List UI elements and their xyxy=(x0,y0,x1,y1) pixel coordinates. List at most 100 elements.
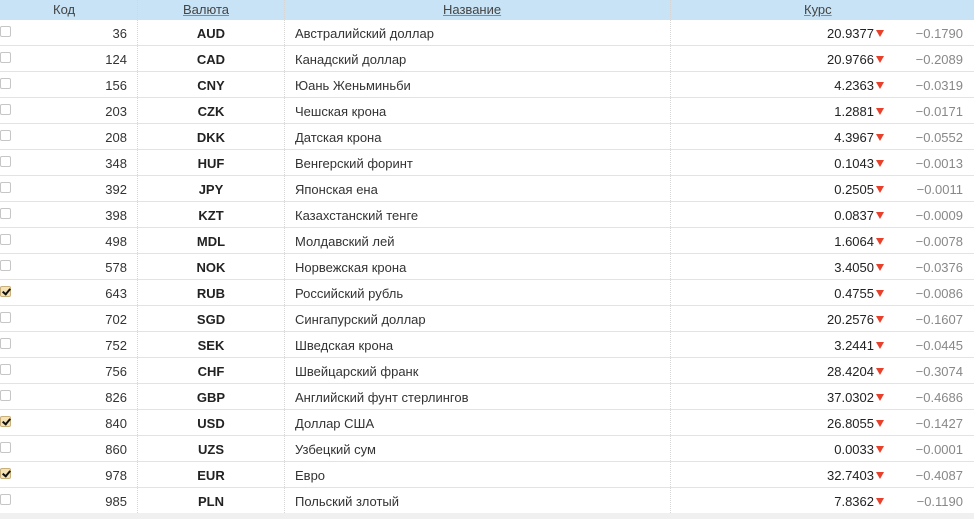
currency-code: 124 xyxy=(105,52,127,67)
currency-symbol: CAD xyxy=(196,52,226,67)
trend-down-icon xyxy=(876,238,884,245)
row-checkbox[interactable] xyxy=(0,130,11,141)
currency-code: 498 xyxy=(105,234,127,249)
table-footer xyxy=(0,513,974,519)
row-checkbox[interactable] xyxy=(0,234,11,245)
trend-down-icon xyxy=(876,498,884,505)
table-row[interactable]: 756 CHF Швейцарский франк 28.4204 −0.3074 xyxy=(0,358,974,384)
row-checkbox[interactable] xyxy=(0,78,11,89)
currency-code: 578 xyxy=(105,260,127,275)
currency-name: Молдавский лей xyxy=(295,234,395,249)
row-checkbox[interactable] xyxy=(0,494,11,505)
currency-code: 36 xyxy=(112,26,127,41)
row-checkbox[interactable] xyxy=(0,52,11,63)
table-row[interactable]: 498 MDL Молдавский лей 1.6064 −0.0078 xyxy=(0,228,974,254)
column-header-currency[interactable]: Валюта xyxy=(183,2,229,17)
currency-name: Японская ена xyxy=(295,182,378,197)
row-checkbox[interactable] xyxy=(0,312,11,323)
exchange-rate: 3.4050 xyxy=(834,260,874,275)
row-checkbox[interactable] xyxy=(0,390,11,401)
currency-name: Венгерский форинт xyxy=(295,156,413,171)
trend-down-icon xyxy=(876,30,884,37)
currency-name: Казахстанский тенге xyxy=(295,208,419,223)
exchange-rate: 20.9377 xyxy=(827,26,874,41)
rate-change: −0.3074 xyxy=(915,364,963,379)
table-row[interactable]: 985 PLN Польский злотый 7.8362 −0.1190 xyxy=(0,488,974,514)
currency-name: Евро xyxy=(295,468,326,483)
currency-code: 826 xyxy=(105,390,127,405)
table-row[interactable]: 156 CNY Юань Женьминьби 4.2363 −0.0319 xyxy=(0,72,974,98)
table-row[interactable]: 840 USD Доллар США 26.8055 −0.1427 xyxy=(0,410,974,436)
currency-name: Шведская крона xyxy=(295,338,394,353)
exchange-rate: 28.4204 xyxy=(827,364,874,379)
exchange-rate: 7.8362 xyxy=(834,494,874,509)
table-row[interactable]: 826 GBP Английский фунт стерлингов 37.0302 −… xyxy=(0,384,974,410)
rate-change: −0.1790 xyxy=(915,26,963,41)
row-checkbox[interactable] xyxy=(0,468,11,479)
row-checkbox[interactable] xyxy=(0,416,11,427)
trend-down-icon xyxy=(876,394,884,401)
column-header-code: Код xyxy=(53,2,76,17)
trend-down-icon xyxy=(876,316,884,323)
rate-change: −0.0078 xyxy=(915,234,963,249)
row-checkbox[interactable] xyxy=(0,156,11,167)
rate-change: −0.1427 xyxy=(915,416,963,431)
currency-symbol: RUB xyxy=(196,286,226,301)
row-checkbox[interactable] xyxy=(0,364,11,375)
table-row[interactable]: 392 JPY Японская ена 0.2505 −0.0011 xyxy=(0,176,974,202)
currency-code: 348 xyxy=(105,156,127,171)
trend-down-icon xyxy=(876,56,884,63)
table-row[interactable]: 860 UZS Узбецкий сум 0.0033 −0.0001 xyxy=(0,436,974,462)
row-checkbox[interactable] xyxy=(0,260,11,271)
currency-symbol: CZK xyxy=(197,104,225,119)
table-row[interactable]: 124 CAD Канадский доллар 20.9766 −0.2089 xyxy=(0,46,974,72)
table-row[interactable]: 752 SEK Шведская крона 3.2441 −0.0445 xyxy=(0,332,974,358)
currency-symbol: SEK xyxy=(197,338,225,353)
row-checkbox[interactable] xyxy=(0,286,11,297)
rate-change: −0.0171 xyxy=(915,104,963,119)
row-checkbox[interactable] xyxy=(0,208,11,219)
trend-down-icon xyxy=(876,290,884,297)
currency-symbol: GBP xyxy=(196,390,226,405)
rate-change: −0.1190 xyxy=(916,494,963,509)
rate-change: −0.1607 xyxy=(915,312,963,327)
table-row[interactable]: 348 HUF Венгерский форинт 0.1043 −0.0013 xyxy=(0,150,974,176)
exchange-rate: 37.0302 xyxy=(827,390,874,405)
table-row[interactable]: 203 CZK Чешская крона 1.2881 −0.0171 xyxy=(0,98,974,124)
table-row[interactable]: 978 EUR Евро 32.7403 −0.4087 xyxy=(0,462,974,488)
row-checkbox[interactable] xyxy=(0,104,11,115)
trend-down-icon xyxy=(876,160,884,167)
currency-code: 643 xyxy=(105,286,127,301)
row-checkbox[interactable] xyxy=(0,442,11,453)
table-row[interactable]: 36 AUD Австралийский доллар 20.9377 −0.1790 xyxy=(0,20,974,46)
column-header-rate[interactable]: Курс xyxy=(804,2,832,17)
table-row[interactable]: 643 RUB Российский рубль 0.4755 −0.0086 xyxy=(0,280,974,306)
currency-symbol: UZS xyxy=(198,442,224,457)
table-row[interactable]: 578 NOK Норвежская крона 3.4050 −0.0376 xyxy=(0,254,974,280)
currency-code: 752 xyxy=(105,338,127,353)
row-checkbox[interactable] xyxy=(0,338,11,349)
row-checkbox[interactable] xyxy=(0,26,11,37)
column-header-name[interactable]: Название xyxy=(443,2,502,17)
currency-name: Узбецкий сум xyxy=(295,442,376,457)
exchange-rate: 32.7403 xyxy=(827,468,874,483)
column-divider xyxy=(670,0,671,513)
rate-change: −0.0319 xyxy=(915,78,963,93)
currency-symbol: CNY xyxy=(197,78,225,93)
currency-name: Австралийский доллар xyxy=(295,26,434,41)
currency-code: 840 xyxy=(105,416,127,431)
currency-code: 860 xyxy=(105,442,127,457)
currency-name: Датская крона xyxy=(295,130,382,145)
column-divider xyxy=(137,0,138,513)
currency-code: 156 xyxy=(105,78,127,93)
currency-name: Сингапурский доллар xyxy=(295,312,426,327)
table-row[interactable]: 208 DKK Датская крона 4.3967 −0.0552 xyxy=(0,124,974,150)
rate-change: −0.4686 xyxy=(915,390,963,405)
currency-name: Норвежская крона xyxy=(295,260,407,275)
currency-symbol: SGD xyxy=(196,312,226,327)
table-row[interactable]: 702 SGD Сингапурский доллар 20.2576 −0.1607 xyxy=(0,306,974,332)
currency-code: 203 xyxy=(105,104,127,119)
currency-code: 985 xyxy=(105,494,127,509)
row-checkbox[interactable] xyxy=(0,182,11,193)
table-row[interactable]: 398 KZT Казахстанский тенге 0.0837 −0.0009 xyxy=(0,202,974,228)
